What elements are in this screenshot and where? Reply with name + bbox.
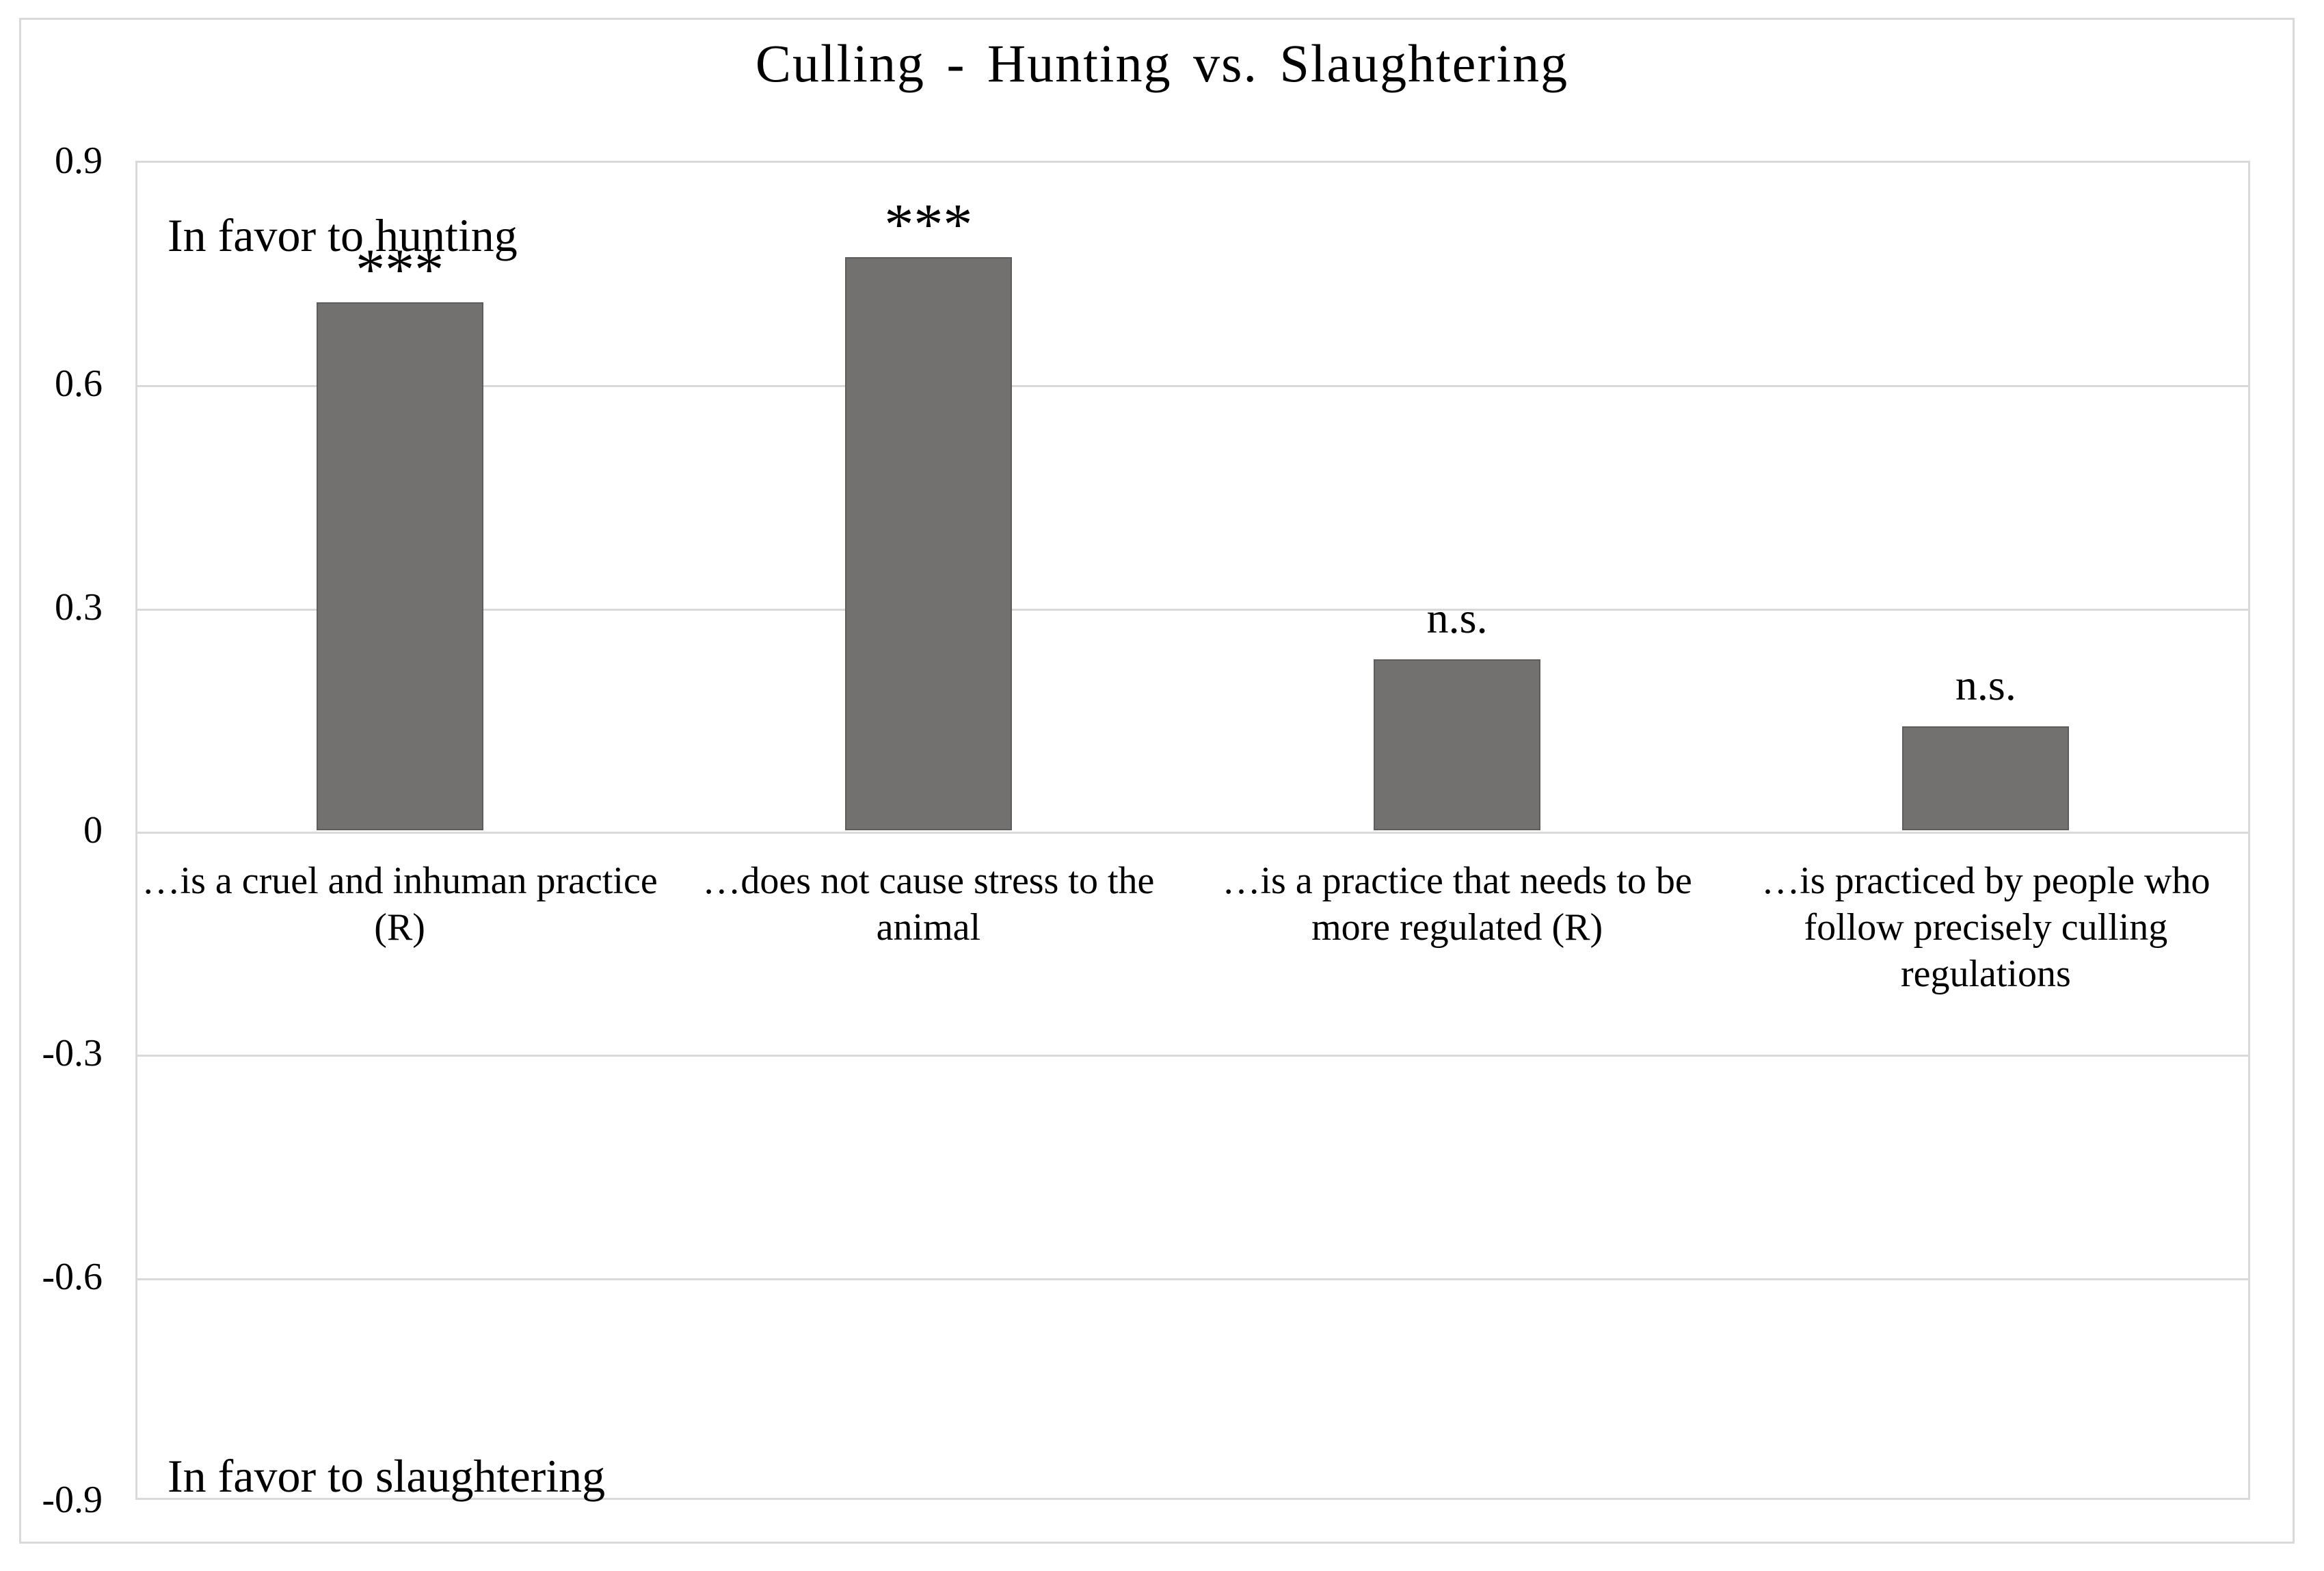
category-label-2: …does not cause stress to the animal: [702, 860, 1155, 949]
annotation-in-favor-to-hunting: In favor to hunting: [168, 209, 518, 261]
significance-label-1: ***: [356, 236, 444, 302]
gridline-y--0.3: [137, 1055, 2248, 1057]
y-tick-label-0.6: 0.6: [55, 362, 103, 406]
y-tick-label--0.9: -0.9: [42, 1479, 103, 1521]
bar-category-4: [1902, 726, 2070, 830]
gridline-y-0.6: [137, 385, 2248, 388]
significance-label-3: n.s.: [1426, 593, 1488, 642]
y-tick-label--0.6: -0.6: [42, 1255, 103, 1298]
y-tick-label--0.3: -0.3: [42, 1032, 103, 1075]
y-tick-label-0.9: 0.9: [55, 140, 103, 182]
significance-label-2: ***: [884, 192, 973, 258]
bar-category-3: [1374, 659, 1541, 830]
gridline-y-0: [137, 832, 2248, 834]
category-label-1: …is a cruel and inhuman practice (R): [142, 860, 658, 949]
plot-area: [135, 161, 2250, 1500]
bar-category-1: [316, 302, 483, 830]
significance-label-4: n.s.: [1955, 660, 2016, 709]
gridline-y-0.3: [137, 608, 2248, 611]
gridline-y--0.6: [137, 1278, 2248, 1280]
category-label-3: …is a practice that needs to be more reg…: [1222, 860, 1692, 949]
annotation-in-favor-to-slaughtering: In favor to slaughtering: [168, 1450, 606, 1502]
y-tick-label-0: 0: [83, 809, 103, 851]
bar-category-2: [844, 257, 1012, 830]
y-tick-label-0.3: 0.3: [55, 585, 103, 629]
category-label-4: …is practiced by people who follow preci…: [1761, 860, 2211, 995]
chart-title: Culling - Hunting vs. Slaughtering: [755, 34, 1569, 93]
